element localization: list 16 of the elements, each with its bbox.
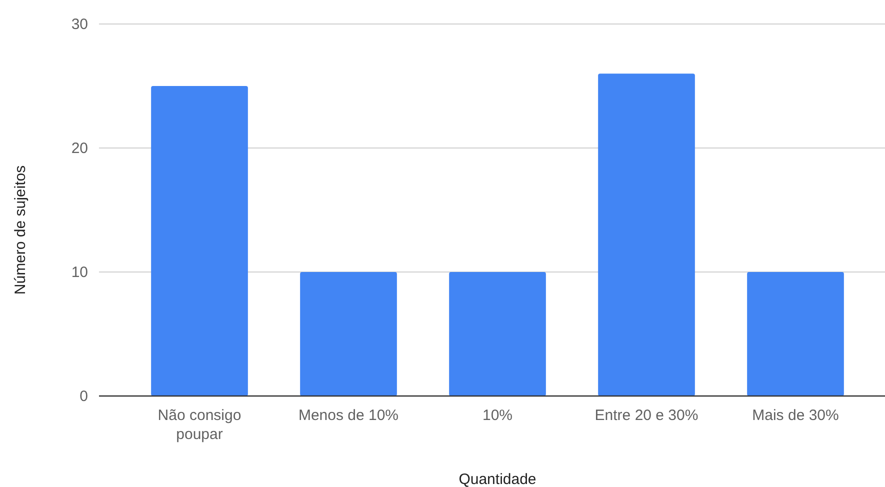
x-tick-label: Não consigo poupar [158, 407, 242, 443]
y-tick-label: 30 [71, 16, 88, 33]
x-tick-label: Entre 20 e 30% [594, 407, 698, 424]
y-axis-title: Número de sujeitos [12, 165, 29, 295]
y-tick-label: 0 [80, 388, 88, 405]
y-tick-label: 20 [71, 140, 88, 157]
bar [300, 272, 397, 396]
x-tick-label: Menos de 10% [298, 407, 399, 424]
x-tick-label: 10% [482, 407, 513, 424]
x-tick-label: Mais de 30% [752, 407, 839, 424]
bar [747, 272, 844, 396]
x-axis-title: Quantidade [458, 471, 536, 487]
y-tick-label: 10 [71, 264, 88, 281]
bar [449, 272, 546, 396]
bar [151, 86, 248, 396]
bar [598, 74, 695, 396]
